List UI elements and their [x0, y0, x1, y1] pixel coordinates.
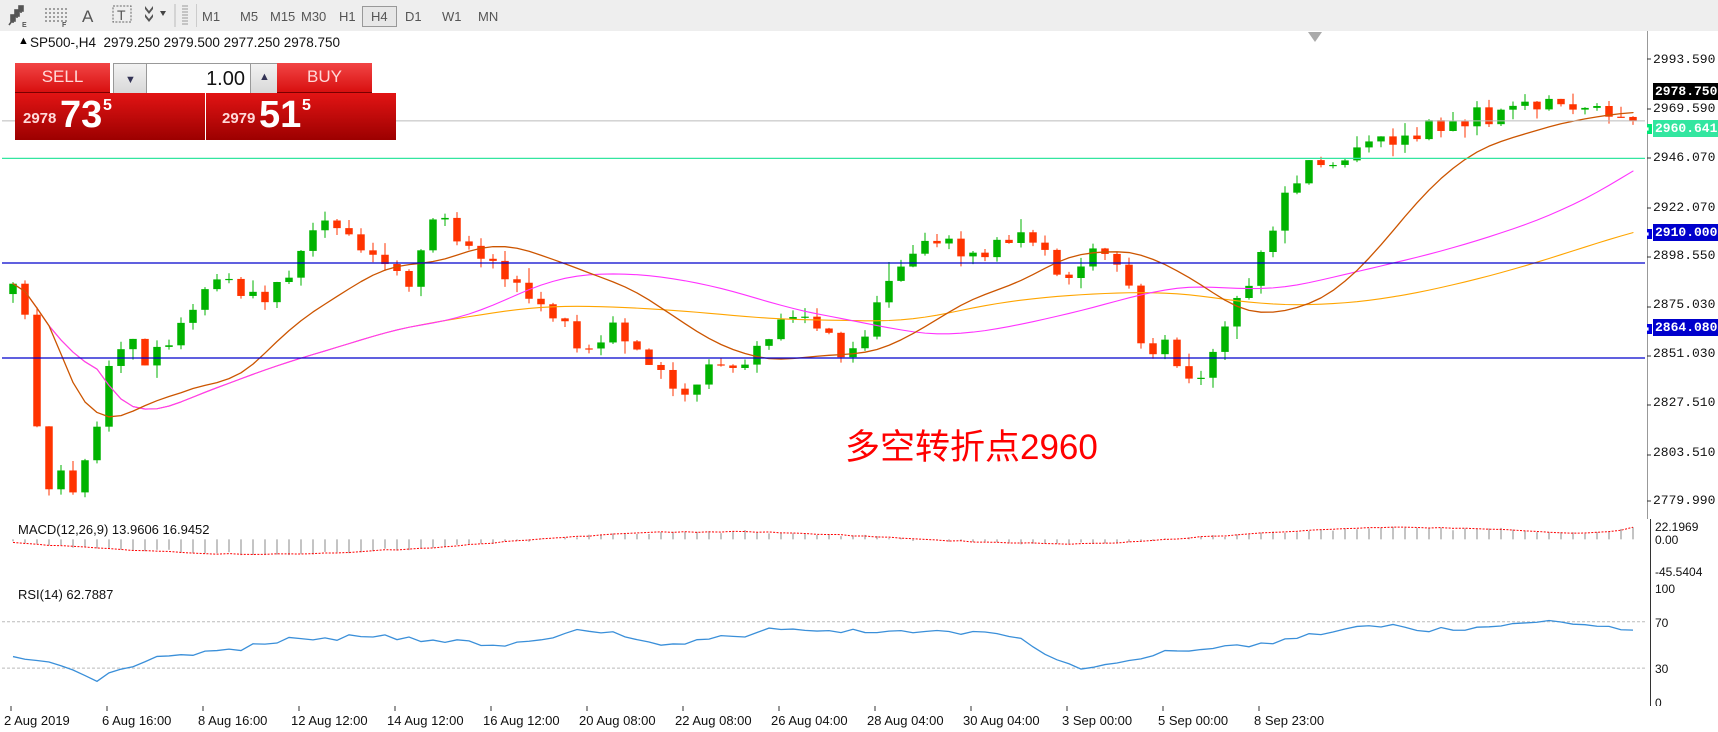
svg-text:F: F	[62, 22, 67, 29]
svg-text:E: E	[22, 22, 27, 29]
svg-text:A: A	[82, 7, 94, 26]
svg-text:T: T	[117, 7, 126, 23]
